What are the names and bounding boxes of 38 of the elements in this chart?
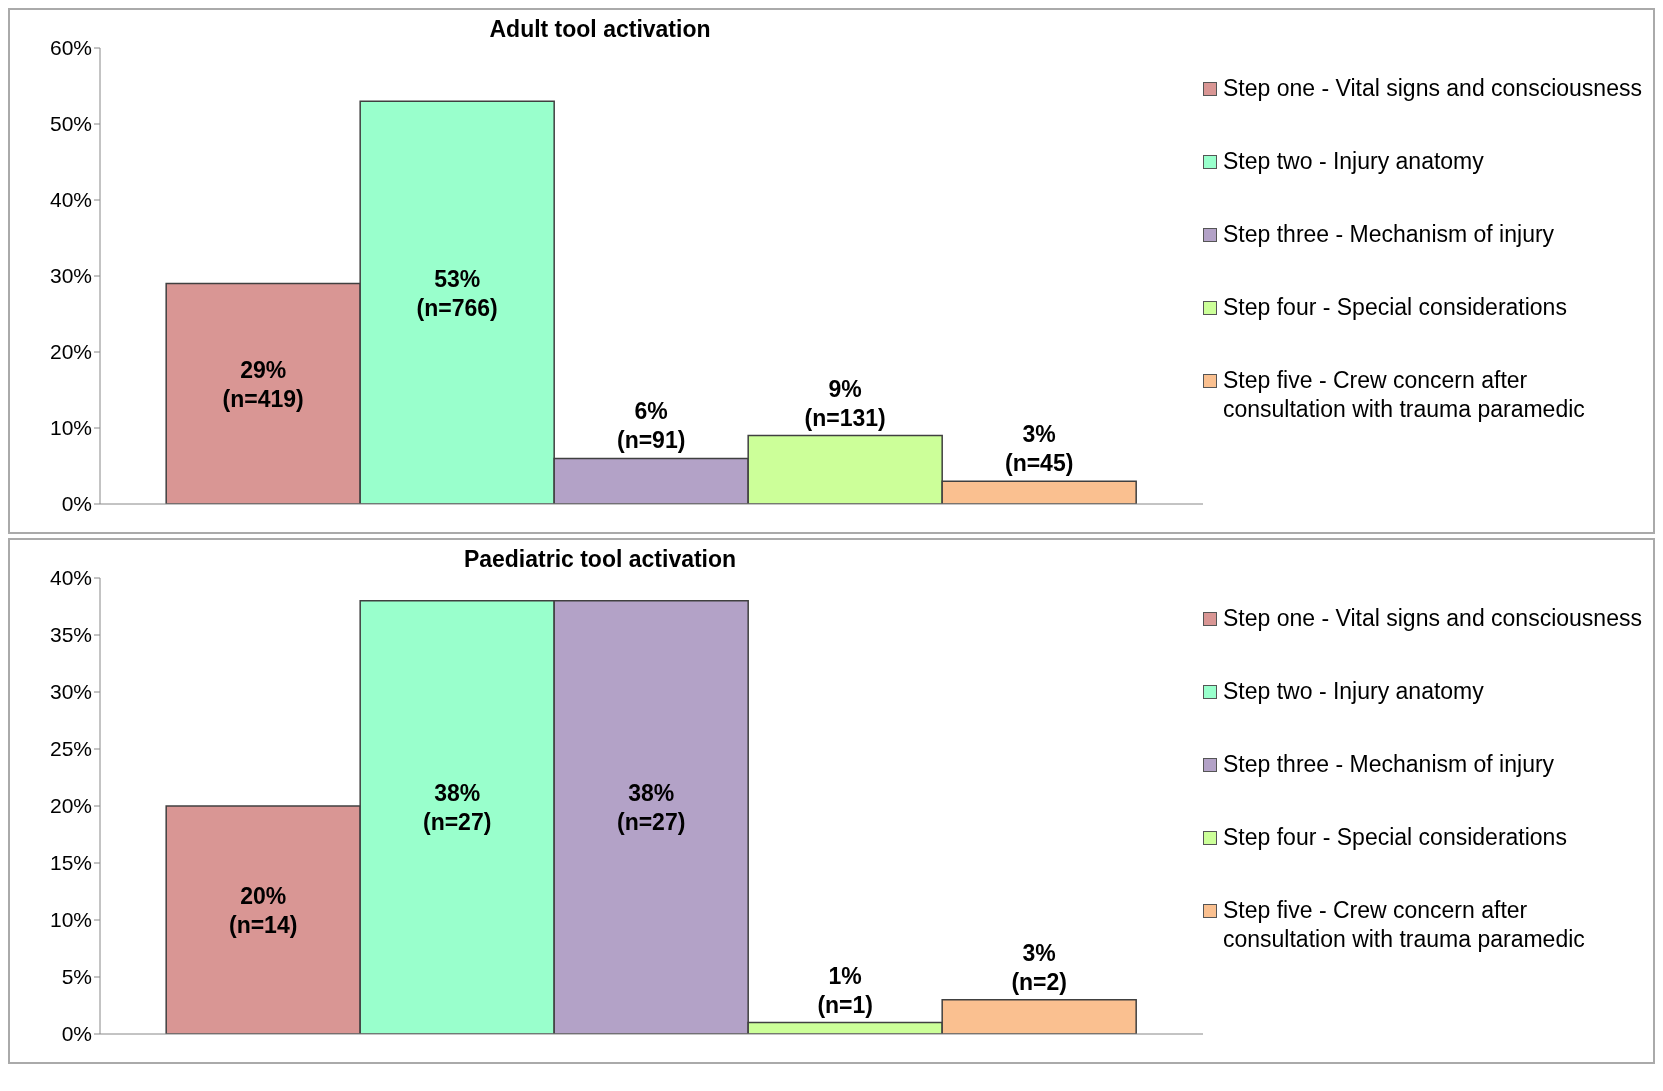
y-tick-label: 40% xyxy=(49,188,92,212)
data-label: 9% (n=131) xyxy=(804,375,886,431)
legend-label: Step two - Injury anatomy xyxy=(1223,147,1484,176)
legend-label: Step one - Vital signs and consciousness xyxy=(1223,74,1642,103)
data-label: 38% (n=27) xyxy=(422,780,492,836)
y-tick-label: 40% xyxy=(49,566,92,590)
data-label: 3% (n=2) xyxy=(1011,939,1067,995)
data-label: 20% (n=14) xyxy=(228,883,298,938)
data-label: 29% (n=419) xyxy=(222,356,304,412)
y-tick-label: 0% xyxy=(61,1022,92,1046)
legend-label: Step three - Mechanism of injury xyxy=(1223,220,1555,249)
legend-label: Step four - Special considerations xyxy=(1223,823,1567,852)
y-tick-label: 25% xyxy=(49,737,92,761)
chart-title: Adult tool activation xyxy=(489,16,711,42)
y-tick-label: 30% xyxy=(49,264,92,288)
chart-title: Paediatric tool activation xyxy=(463,546,737,572)
y-tick-label: 10% xyxy=(49,416,92,440)
y-tick-label: 15% xyxy=(49,851,92,875)
data-label: 6% (n=91) xyxy=(616,398,686,454)
y-tick-label: 50% xyxy=(49,112,92,136)
data-label: 38% (n=27) xyxy=(616,780,686,836)
data-label: 53% (n=766) xyxy=(416,265,498,321)
legend-label: Step one - Vital signs and consciousness xyxy=(1223,604,1642,633)
data-label: 1% (n=1) xyxy=(817,962,873,1018)
legend-label: Step five - Crew concern after consultation with trauma paramedic xyxy=(1223,896,1586,954)
legend-label: Step two - Injury anatomy xyxy=(1223,677,1484,706)
y-tick-label: 0% xyxy=(61,492,92,516)
y-tick-label: 10% xyxy=(49,908,92,932)
data-label: 3% (n=45) xyxy=(1004,421,1074,477)
y-tick-label: 20% xyxy=(49,794,92,818)
y-tick-label: 20% xyxy=(49,340,92,364)
y-tick-label: 30% xyxy=(49,680,92,704)
legend-label: Step four - Special considerations xyxy=(1223,293,1567,322)
y-tick-label: 60% xyxy=(49,36,92,60)
y-tick-label: 35% xyxy=(49,623,92,647)
y-tick-label: 5% xyxy=(61,965,92,989)
legend-label: Step three - Mechanism of injury xyxy=(1223,750,1555,779)
legend-label: Step five - Crew concern after consultation with trauma paramedic xyxy=(1223,366,1586,424)
